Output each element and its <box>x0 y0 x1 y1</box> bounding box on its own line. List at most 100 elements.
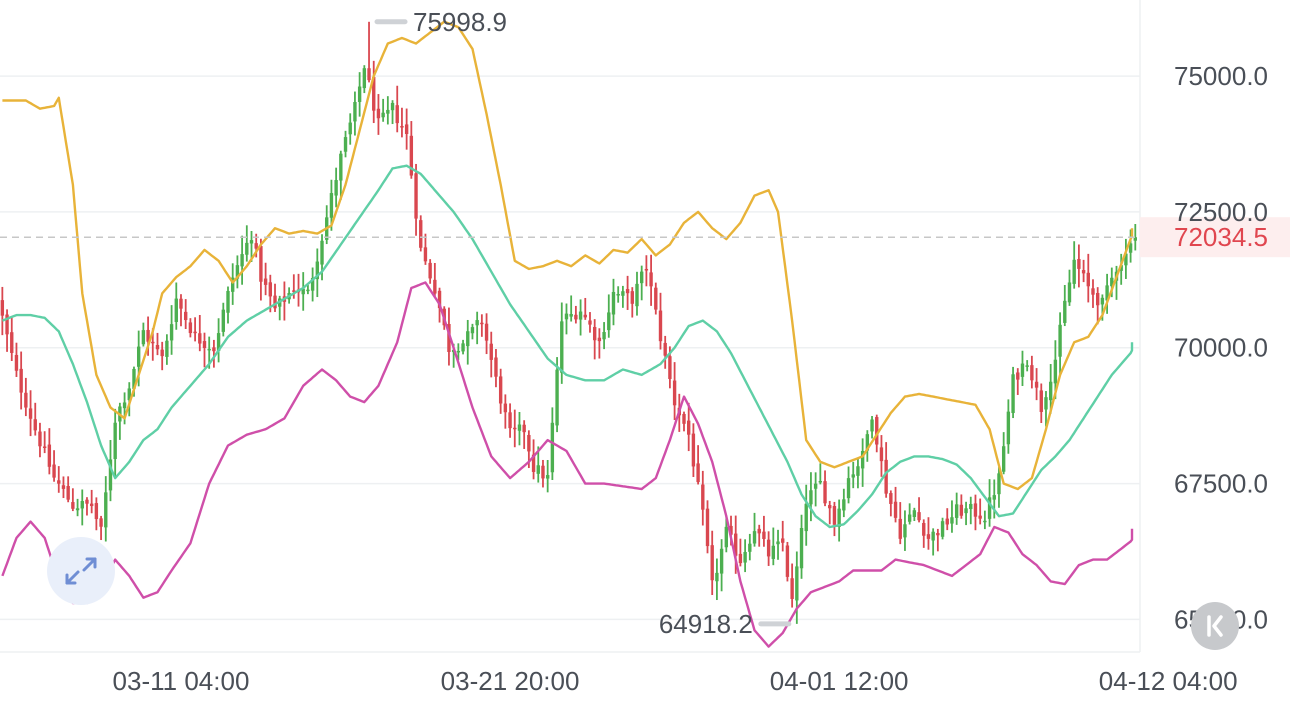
candle-body <box>1124 253 1128 266</box>
candle-body <box>489 343 493 360</box>
candle-body <box>334 180 338 196</box>
candle-body <box>146 329 150 342</box>
x-tick-label: 03-11 04:00 <box>113 666 250 696</box>
candle-body <box>447 323 451 352</box>
candle-body <box>564 313 569 320</box>
candle-body <box>1086 272 1090 287</box>
candle-body <box>715 572 719 582</box>
candle-body <box>357 86 362 102</box>
candle-body <box>1048 381 1053 401</box>
candle-body <box>997 473 1001 495</box>
candle-body <box>898 518 902 539</box>
candle-body <box>954 504 959 518</box>
candle-body <box>550 422 555 473</box>
candle-body <box>183 311 188 321</box>
candle-body <box>860 450 865 469</box>
candle-body <box>390 102 395 111</box>
candle-body <box>922 523 926 536</box>
candle-body <box>212 347 216 352</box>
candle-body <box>969 503 973 510</box>
candle-body <box>306 289 310 292</box>
candle-body <box>71 502 75 509</box>
candle-body <box>776 541 780 545</box>
candle-body <box>856 466 860 476</box>
candle-body <box>423 247 428 262</box>
candle-body <box>832 506 837 525</box>
candle-body <box>734 533 738 556</box>
candle-body <box>621 291 625 296</box>
candle-body <box>926 534 931 539</box>
lower-band-line <box>1 281 1134 648</box>
candles <box>0 21 1137 624</box>
candle-body <box>470 327 475 334</box>
candle-body <box>531 454 536 472</box>
candle-body <box>268 282 273 297</box>
candle-body <box>122 402 127 409</box>
candle-body <box>19 368 23 393</box>
candle-body <box>292 290 296 292</box>
candle-body <box>884 459 888 494</box>
candle-body <box>343 137 348 152</box>
candle-body <box>837 508 841 527</box>
candle-body <box>752 531 757 544</box>
candle-body <box>865 434 870 451</box>
candle-body <box>165 340 169 357</box>
candle-body <box>992 495 996 500</box>
candle-body <box>461 343 465 352</box>
candle-body <box>1034 381 1039 388</box>
candle-body <box>1077 259 1081 269</box>
extreme-markers: 75998.9 64918.2 <box>374 7 792 639</box>
x-tick-label: 04-12 04:00 <box>1099 666 1238 696</box>
candle-body <box>198 333 202 344</box>
candle-body <box>771 545 776 559</box>
candle-body <box>353 102 357 122</box>
last-price-line: 72034.5 <box>0 217 1290 258</box>
candle-body <box>696 463 700 483</box>
candle-body <box>273 295 277 309</box>
candle-body <box>818 480 823 483</box>
candle-body <box>484 323 489 341</box>
candle-body <box>320 240 324 265</box>
candle-body <box>879 447 884 462</box>
candle-body <box>893 501 898 518</box>
scroll-to-latest-button[interactable] <box>1191 602 1239 650</box>
candle-body <box>828 505 832 509</box>
candle-body <box>630 291 634 304</box>
candle-body <box>1063 300 1067 323</box>
candle-body <box>1011 374 1015 414</box>
candle-body <box>310 277 315 291</box>
candle-body <box>169 324 174 341</box>
candle-body <box>1119 265 1123 271</box>
candle-body <box>409 135 414 176</box>
candle-body <box>494 357 498 377</box>
candle-body <box>99 518 103 527</box>
grid-lines <box>0 75 1140 621</box>
candle-body <box>188 322 193 334</box>
candle-body <box>249 240 254 244</box>
candle-body <box>216 333 221 352</box>
candle-body <box>917 512 921 521</box>
low-marker-label: 64918.2 <box>659 609 753 639</box>
candle-body <box>588 320 592 325</box>
collapse-button[interactable] <box>47 537 115 605</box>
candle-body <box>583 314 587 318</box>
candle-body <box>381 112 385 118</box>
bollinger-bands <box>1 20 1134 648</box>
candle-body <box>419 220 423 248</box>
candle-body <box>61 485 66 489</box>
candle-body <box>1016 372 1020 380</box>
candle-body <box>813 483 818 489</box>
candle-body <box>903 524 907 538</box>
candle-body <box>649 272 653 287</box>
candle-body <box>978 515 982 519</box>
candle-body <box>179 298 183 309</box>
candle-body <box>47 444 52 467</box>
candle-body <box>14 354 19 371</box>
candle-body <box>804 503 808 532</box>
candle-body <box>10 332 14 353</box>
candle-body <box>729 525 733 535</box>
candle-body <box>973 503 978 517</box>
candle-body <box>38 431 42 447</box>
last-price-label: 72034.5 <box>1174 222 1268 252</box>
